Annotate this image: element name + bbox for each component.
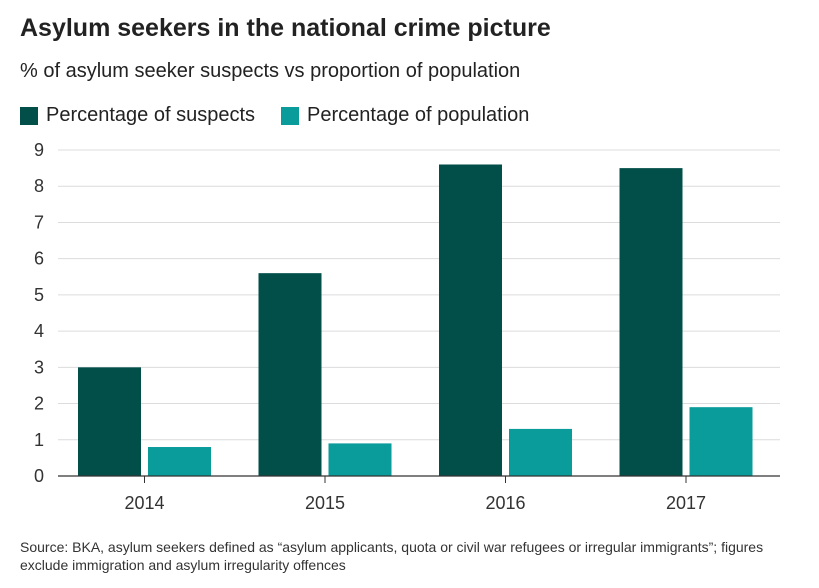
bar-population-2017 [689,407,753,476]
legend-item-population: Percentage of population [281,104,529,127]
legend-swatch-population [281,106,300,125]
y-tick-label-3: 3 [34,357,44,377]
bar-population-2014 [148,447,211,476]
source-note: Source: BKA, asylum seekers defined as “… [20,539,764,573]
x-tick-label-2016: 2016 [485,493,525,513]
bar-suspects-2014 [78,367,141,476]
bar-population-2016 [509,428,572,476]
chart-subtitle: % of asylum seeker suspects vs proportio… [20,60,521,82]
legend-label-population: Percentage of population [307,104,530,126]
y-tick-label-1: 1 [34,430,44,450]
x-tick-label-2017: 2017 [666,493,706,513]
y-tick-label-4: 4 [34,321,44,341]
bar-suspects-2015 [258,273,322,476]
legend-swatch-suspects [20,106,38,125]
y-tick-label-2: 2 [34,394,44,414]
y-tick-label-9: 9 [34,140,44,160]
y-tick-label-0: 0 [34,466,44,486]
legend-item-suspects: Percentage of suspects [20,104,255,127]
bar-population-2015 [328,443,392,476]
y-tick-label-6: 6 [34,249,44,269]
bar-suspects-2016 [439,164,502,476]
y-tick-label-7: 7 [34,212,44,232]
legend-label-suspects: Percentage of suspects [46,104,256,126]
y-tick-label-8: 8 [34,176,44,196]
legend: Percentage of suspects Percentage of pop… [20,104,555,127]
bar-suspects-2017 [619,168,683,476]
chart-title: Asylum seekers in the national crime pic… [20,14,551,42]
x-tick-label-2014: 2014 [124,493,164,513]
x-tick-label-2015: 2015 [305,493,345,513]
y-tick-label-5: 5 [34,285,44,305]
